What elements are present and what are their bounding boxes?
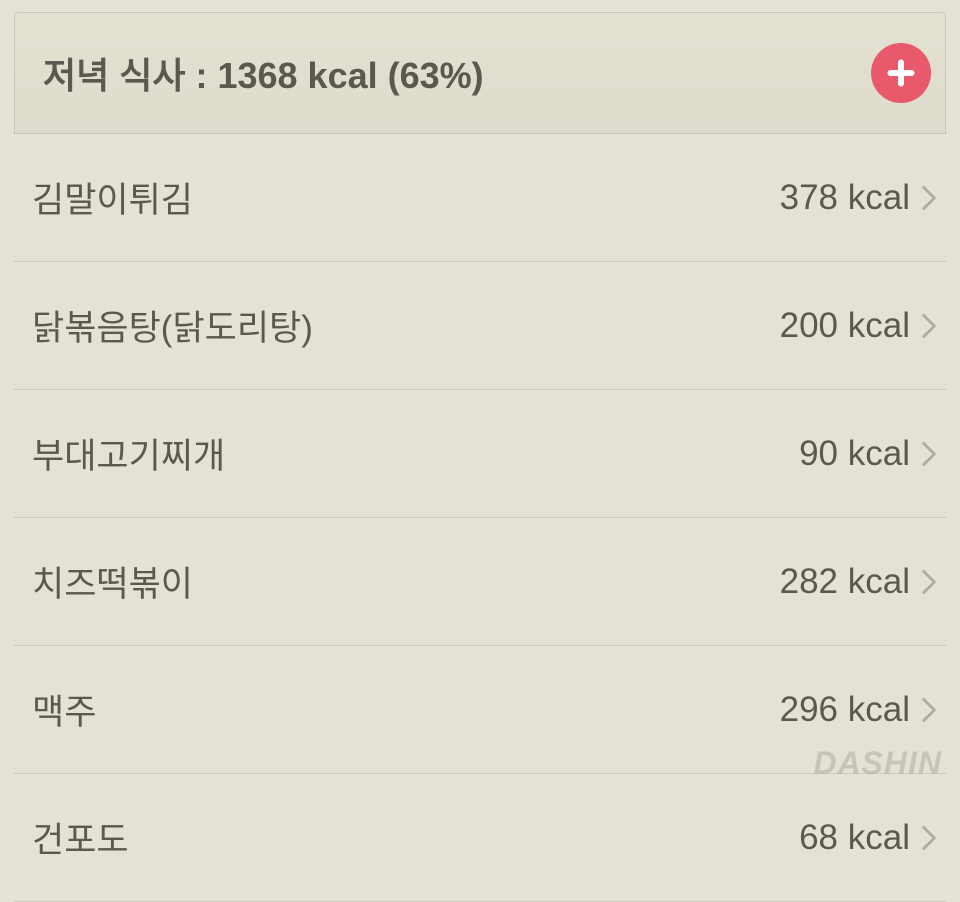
food-name: 부대고기찌개 bbox=[32, 428, 225, 479]
food-item[interactable]: 닭볶음탕(닭도리탕) 200 kcal bbox=[14, 262, 946, 390]
meal-header: 저녁 식사 : 1368 kcal (63%) bbox=[14, 12, 946, 134]
chevron-right-icon bbox=[922, 314, 936, 338]
chevron-right-icon bbox=[922, 570, 936, 594]
food-calories: 200 kcal bbox=[780, 306, 910, 346]
food-name: 치즈떡볶이 bbox=[32, 556, 193, 607]
food-item-right: 378 kcal bbox=[780, 178, 936, 218]
chevron-right-icon bbox=[922, 698, 936, 722]
food-name: 닭볶음탕(닭도리탕) bbox=[32, 300, 313, 351]
meal-title: 저녁 식사 : 1368 kcal (63%) bbox=[43, 47, 484, 99]
food-item-right: 296 kcal bbox=[780, 690, 936, 730]
chevron-right-icon bbox=[922, 442, 936, 466]
chevron-right-icon bbox=[922, 186, 936, 210]
food-calories: 378 kcal bbox=[780, 178, 910, 218]
add-food-button[interactable] bbox=[871, 43, 931, 103]
food-item[interactable]: 맥주 296 kcal bbox=[14, 646, 946, 774]
food-calories: 282 kcal bbox=[780, 562, 910, 602]
food-item-right: 68 kcal bbox=[799, 818, 936, 858]
food-calories: 90 kcal bbox=[799, 434, 910, 474]
food-item-right: 282 kcal bbox=[780, 562, 936, 602]
food-name: 건포도 bbox=[32, 812, 129, 863]
food-name: 맥주 bbox=[32, 684, 96, 735]
food-name: 김말이튀김 bbox=[32, 172, 193, 223]
food-item[interactable]: 부대고기찌개 90 kcal bbox=[14, 390, 946, 518]
food-item-right: 90 kcal bbox=[799, 434, 936, 474]
food-calories: 68 kcal bbox=[799, 818, 910, 858]
food-item[interactable]: 건포도 68 kcal bbox=[14, 774, 946, 902]
food-item[interactable]: 치즈떡볶이 282 kcal bbox=[14, 518, 946, 646]
watermark: DASHIN bbox=[813, 745, 942, 782]
food-calories: 296 kcal bbox=[780, 690, 910, 730]
plus-icon bbox=[883, 55, 919, 91]
food-list: 김말이튀김 378 kcal 닭볶음탕(닭도리탕) 200 kcal 부대고기찌… bbox=[14, 134, 946, 902]
food-item-right: 200 kcal bbox=[780, 306, 936, 346]
chevron-right-icon bbox=[922, 826, 936, 850]
food-item[interactable]: 김말이튀김 378 kcal bbox=[14, 134, 946, 262]
